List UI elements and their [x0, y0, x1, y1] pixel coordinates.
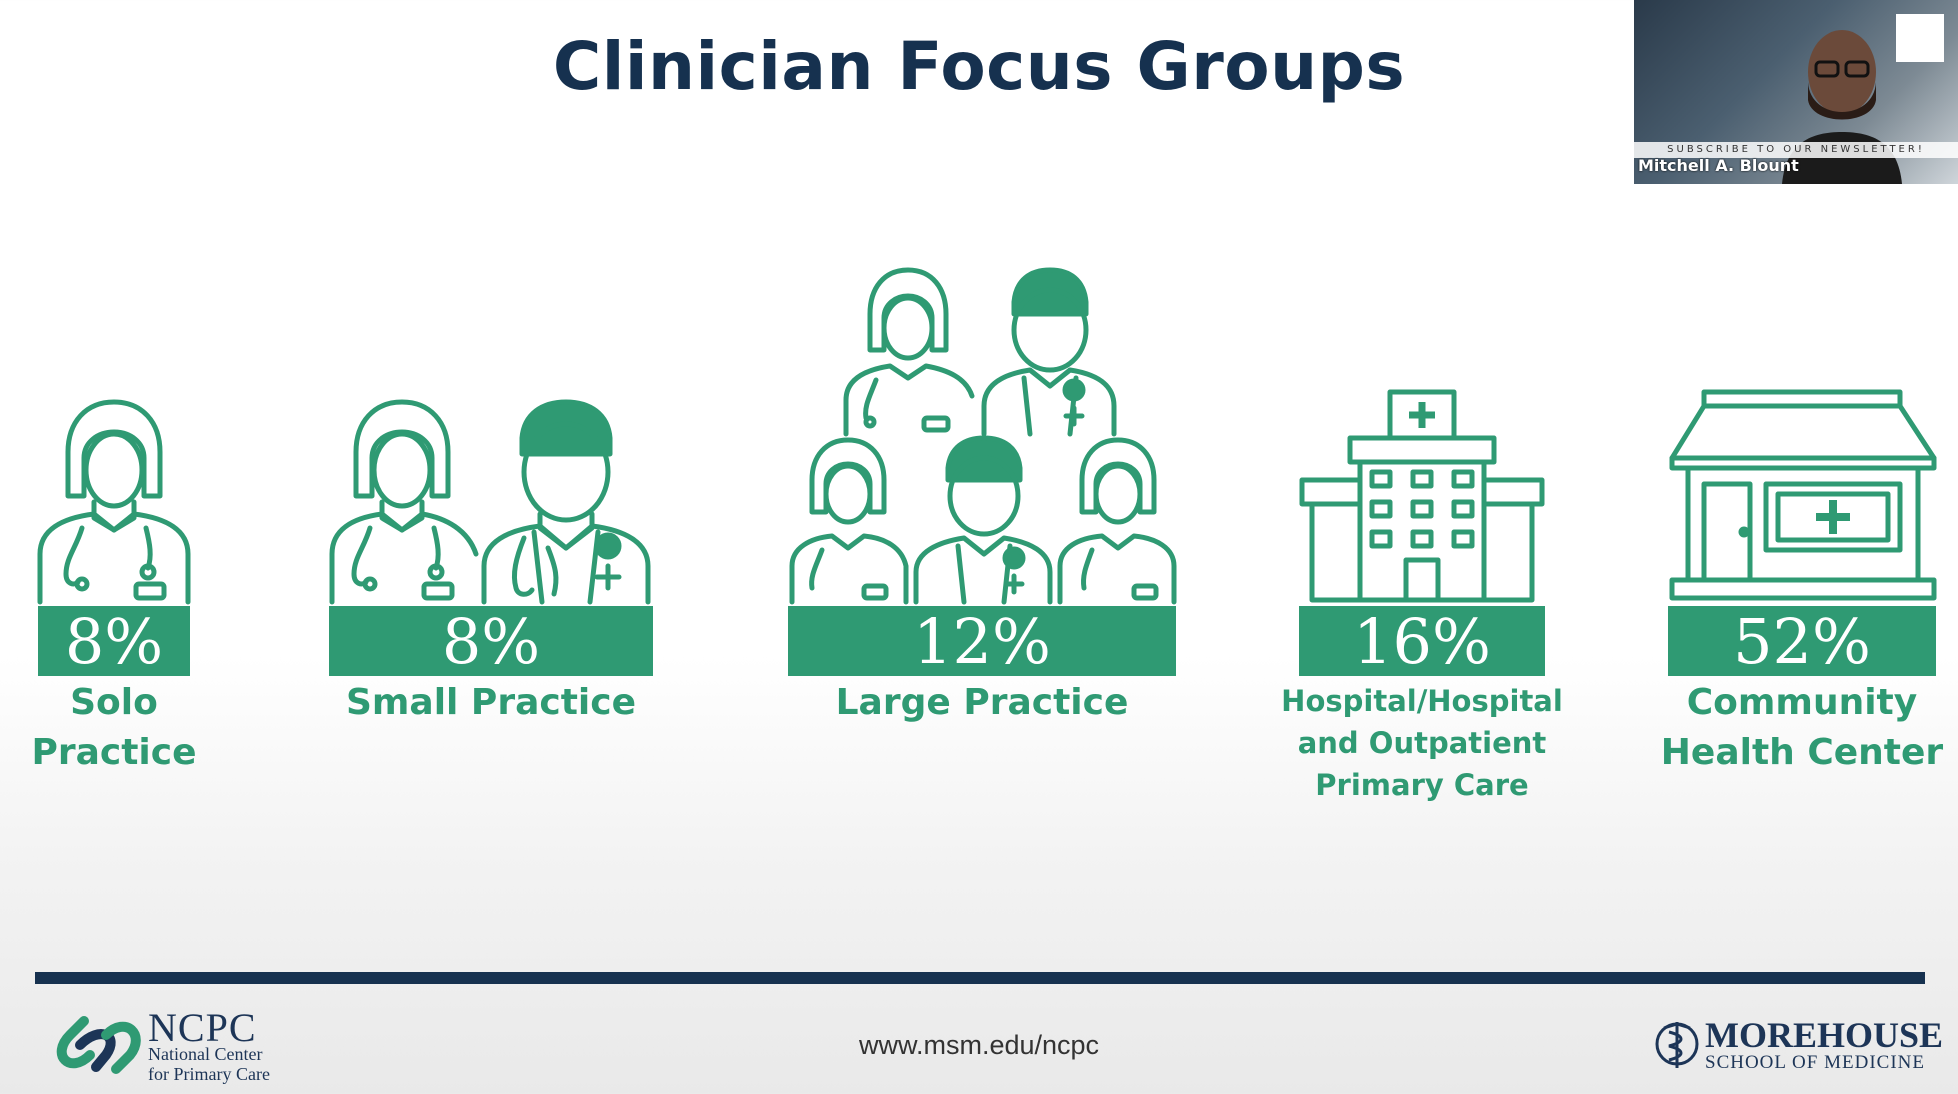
hospital-label: Hospital/Hospital and Outpatient Primary… [1262, 680, 1582, 806]
label-line: Practice [31, 732, 197, 773]
solo-practice-label: Solo Practice [14, 678, 214, 778]
hospital-icon [1299, 389, 1545, 603]
ncpc-subtitle-line: National Center [148, 1044, 263, 1064]
community-health-center-label: Community Health Center [1642, 678, 1958, 778]
footer-divider [35, 972, 1925, 984]
single-doctor-icon [37, 399, 191, 605]
slide-title: Clinician Focus Groups [552, 28, 1406, 105]
two-doctors-icon [329, 399, 651, 605]
msm-name: MOREHOUSE [1705, 1015, 1944, 1055]
label-line: Primary Care [1315, 768, 1529, 802]
small-practice-label: Small Practice [310, 678, 672, 728]
large-practice-percent: 12% [788, 606, 1176, 678]
hospital-percent: 16% [1299, 606, 1545, 678]
qr-code-icon [1896, 14, 1944, 62]
speaker-video-thumbnail[interactable]: SUBSCRIBE TO OUR NEWSLETTER! Mitchell A.… [1634, 0, 1958, 184]
caduceus-seal-icon [1655, 1022, 1699, 1068]
label-line: Hospital/Hospital [1281, 684, 1563, 718]
large-practice-label: Large Practice [782, 678, 1182, 728]
speaker-avatar [1782, 30, 1902, 184]
doctor-team-icon [789, 267, 1177, 605]
ncpc-logo-icon [56, 1016, 141, 1074]
small-practice-percent: 8% [329, 606, 653, 678]
label-line: Solo [70, 682, 158, 723]
label-line: Small Practice [345, 682, 637, 723]
ncpc-name: NCPC [148, 1005, 257, 1050]
msm-subtitle: SCHOOL OF MEDICINE [1705, 1052, 1925, 1073]
label-line: Large Practice [835, 682, 1129, 723]
speaker-name: Mitchell A. Blount [1638, 156, 1799, 175]
ncpc-subtitle: National Center for Primary Care [148, 1044, 270, 1084]
label-line: Health Center [1660, 732, 1944, 773]
solo-practice-percent: 8% [38, 606, 190, 678]
community-health-center-percent: 52% [1668, 606, 1936, 678]
label-line: and Outpatient [1297, 726, 1547, 760]
newsletter-banner: SUBSCRIBE TO OUR NEWSLETTER! [1634, 142, 1958, 158]
label-line: Community [1686, 682, 1918, 723]
footer-url: www.msm.edu/ncpc [858, 1030, 1100, 1060]
clinic-storefront-icon [1669, 389, 1937, 601]
ncpc-subtitle-line: for Primary Care [148, 1064, 270, 1084]
